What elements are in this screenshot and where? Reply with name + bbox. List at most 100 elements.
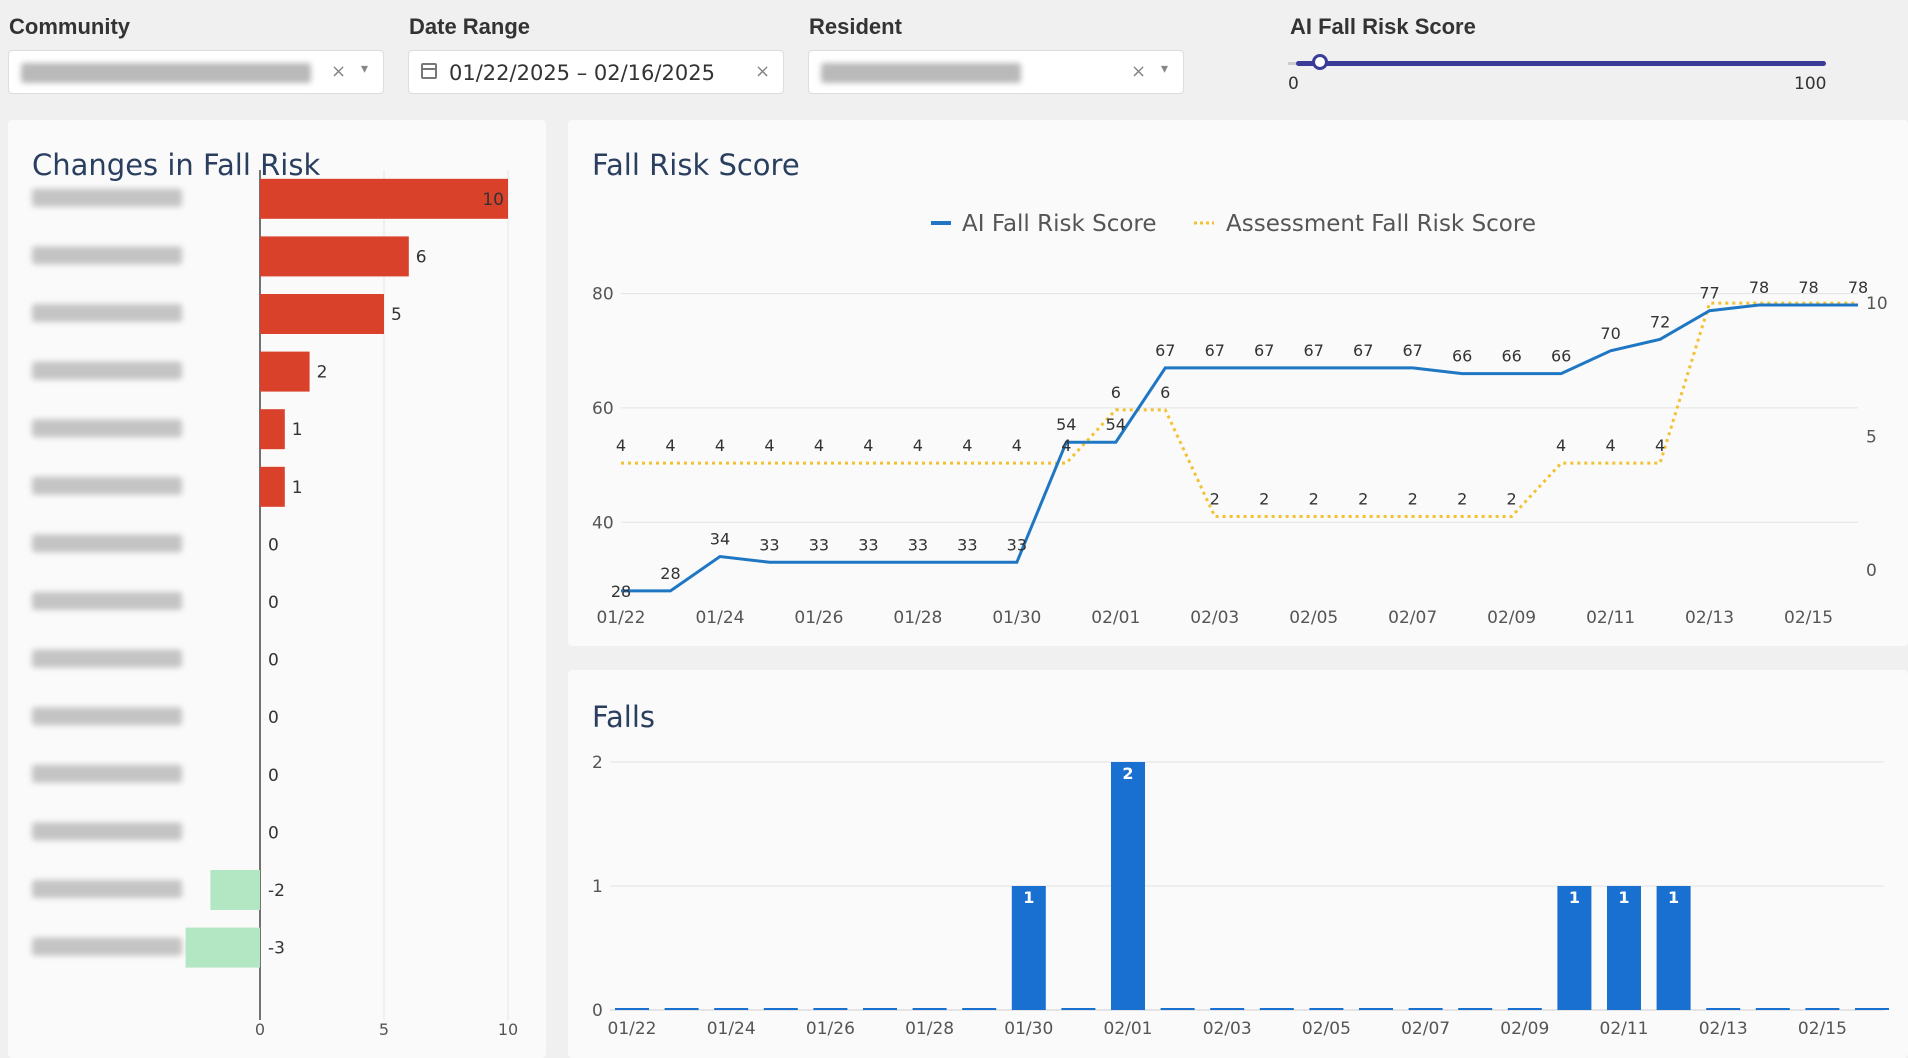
- ai-data-label: 67: [1205, 341, 1225, 360]
- changes-panel: Changes in Fall Risk 10 6 5 2 1 1 0 0 0 0 0 0 -2 -3 0 5…: [8, 120, 546, 1058]
- bar-value-label: 0: [268, 766, 279, 786]
- bar-value-label: 0: [268, 535, 279, 555]
- ai-data-label: 33: [858, 535, 878, 554]
- slider-max-label: 100: [1794, 74, 1827, 94]
- assessment-data-label: 4: [863, 436, 873, 455]
- fall-bar: [1061, 1008, 1096, 1010]
- fall-bar-label: 1: [1023, 888, 1034, 907]
- bar-value-label: 1: [292, 420, 303, 440]
- resident-clear-icon[interactable]: ×: [1131, 61, 1147, 82]
- y-left-tick-label: 40: [592, 513, 614, 533]
- assessment-data-label: 2: [1259, 490, 1269, 509]
- ai-data-label: 33: [1007, 535, 1027, 554]
- x-tick-label: 01/22: [597, 608, 646, 628]
- bar: [260, 351, 310, 392]
- x-tick-label: 01/28: [905, 1019, 954, 1039]
- bar-value-label: 10: [482, 190, 504, 210]
- bar: [260, 178, 508, 219]
- fall-bar: [664, 1008, 699, 1010]
- chevron-down-icon[interactable]: ▾: [1161, 61, 1169, 77]
- score-range-slider[interactable]: [1296, 61, 1826, 66]
- community-clear-icon[interactable]: ×: [331, 61, 347, 82]
- community-value-redacted: [21, 63, 311, 83]
- assessment-data-label: 4: [814, 436, 824, 455]
- bar: [185, 927, 260, 968]
- ai-data-label: 33: [957, 535, 977, 554]
- ai-score-label: AI Fall Risk Score: [1290, 14, 1476, 39]
- x-tick-label: 02/07: [1388, 608, 1437, 628]
- ai-score-line: [621, 303, 1858, 593]
- fall-bar: [1805, 1008, 1840, 1010]
- date-clear-icon[interactable]: ×: [755, 61, 771, 82]
- y-right-tick-label: 10: [1866, 294, 1888, 314]
- y-tick-label: 1: [592, 877, 603, 897]
- fall-bar: [1755, 1008, 1790, 1010]
- bar-value-label: 1: [292, 478, 303, 498]
- y-right-tick-label: 5: [1866, 428, 1877, 448]
- assessment-score-line: [621, 301, 1858, 519]
- bar-value-label: 6: [416, 247, 427, 267]
- bar: [260, 236, 409, 277]
- fall-bar: [1507, 1008, 1542, 1010]
- x-tick-label: 0: [255, 1020, 265, 1039]
- fall-bar-label: 1: [1569, 888, 1580, 907]
- resident-name-redacted: [32, 534, 182, 553]
- resident-name-redacted: [32, 188, 182, 207]
- assessment-data-label: 4: [665, 436, 675, 455]
- chevron-down-icon[interactable]: ▾: [361, 61, 369, 77]
- y-tick-label: 0: [592, 1001, 603, 1021]
- fall-bar-label: 1: [1668, 888, 1679, 907]
- assessment-data-label: 6: [1160, 383, 1170, 402]
- y-tick-label: 2: [592, 753, 603, 773]
- ai-data-label: 72: [1650, 312, 1670, 331]
- falls-title: Falls: [592, 700, 656, 734]
- fall-bar: [1607, 886, 1641, 1010]
- resident-name-redacted: [32, 304, 182, 322]
- ai-data-label: 34: [710, 530, 730, 549]
- resident-value-redacted: [821, 63, 1021, 83]
- resident-select[interactable]: × ▾: [808, 50, 1184, 94]
- x-tick-label: 01/22: [608, 1019, 657, 1039]
- fall-bar: [1706, 1008, 1741, 1010]
- ai-data-label: 78: [1749, 278, 1769, 297]
- community-select[interactable]: × ▾: [8, 50, 384, 94]
- resident-name-redacted: [32, 764, 182, 783]
- y-right-tick-label: 0: [1866, 561, 1877, 581]
- assessment-data-label: 2: [1408, 490, 1418, 509]
- bar-value-label: -3: [268, 939, 285, 959]
- calendar-icon: [421, 63, 437, 79]
- x-tick-label: 02/11: [1586, 608, 1635, 628]
- x-tick-label: 01/26: [806, 1019, 855, 1039]
- resident-name-redacted: [32, 592, 182, 610]
- resident-name-redacted: [32, 361, 182, 380]
- changes-title: Changes in Fall Risk: [32, 148, 321, 182]
- slider-handle[interactable]: [1312, 54, 1328, 70]
- falls-panel: Falls 0 1 2 1 2 1 1 1 01/22 01/24 01/26 01/28 01/30 0…: [568, 670, 1908, 1058]
- fall-risk-panel: Fall Risk Score AI Fall Risk Score Assess…: [568, 120, 1908, 646]
- filter-bar: Community × ▾ Date Range 01/22/2025 – 02…: [0, 0, 1908, 112]
- ai-data-label: 77: [1699, 284, 1719, 303]
- bar: [260, 409, 285, 450]
- fall-bar: [1259, 1008, 1294, 1010]
- x-tick-label: 02/01: [1104, 1019, 1153, 1039]
- x-tick-label: 10: [498, 1020, 518, 1039]
- x-tick-label: 02/01: [1091, 608, 1140, 628]
- assessment-data-label: 6: [1111, 383, 1121, 402]
- ai-data-label: 66: [1501, 347, 1521, 366]
- x-tick-label: 02/09: [1500, 1019, 1549, 1039]
- fall-bar: [1160, 1008, 1195, 1010]
- ai-data-label: 33: [759, 535, 779, 554]
- ai-data-label: 54: [1106, 415, 1126, 434]
- x-tick-label: 02/03: [1203, 1019, 1252, 1039]
- resident-name-redacted: [32, 880, 182, 898]
- date-range-picker[interactable]: 01/22/2025 – 02/16/2025 ×: [408, 50, 784, 94]
- x-tick-label: 01/30: [992, 608, 1041, 628]
- assessment-data-label: 2: [1358, 490, 1368, 509]
- bar-value-label: 0: [268, 593, 279, 613]
- fall-risk-chart: AI Fall Risk Score Assessment Fall Risk S…: [592, 211, 1888, 628]
- fall-bar: [813, 1008, 848, 1010]
- fall-bar: [714, 1008, 749, 1010]
- resident-name-redacted: [32, 707, 182, 726]
- slider-rail[interactable]: [1288, 62, 1300, 65]
- assessment-data-label: 4: [764, 436, 774, 455]
